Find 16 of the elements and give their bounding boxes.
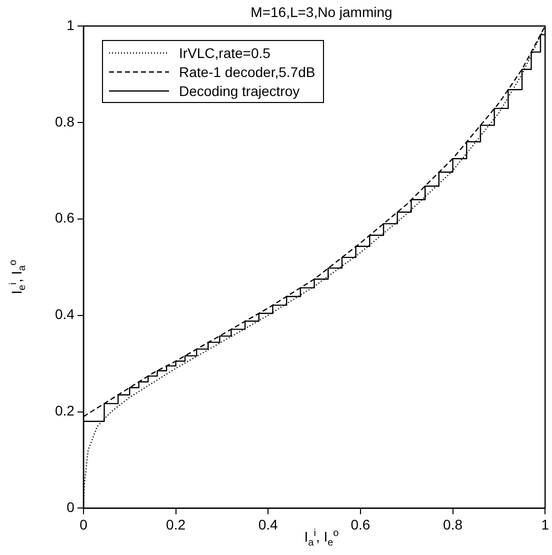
y-tick-label: 1 <box>66 16 75 33</box>
y-tick-label: 0.4 <box>54 306 75 322</box>
x-tick-label: 0.4 <box>258 516 278 532</box>
legend-label: Decoding trajectroy <box>179 82 300 98</box>
x-tick-label: 0 <box>80 516 88 532</box>
chart-title: M=16,L=3,No jamming <box>250 4 394 20</box>
legend-label: Rate-1 decoder,5.7dB <box>179 64 316 80</box>
x-tick-label: 1 <box>541 516 550 532</box>
y-tick-label: 0 <box>66 499 75 516</box>
y-tick-label: 0.8 <box>54 113 75 130</box>
y-tick-label: 0.6 <box>54 210 75 226</box>
y-tick-label: 0.2 <box>54 402 75 419</box>
x-tick-label: 0.8 <box>443 516 463 532</box>
legend-label: IrVLC,rate=0.5 <box>179 44 270 60</box>
x-tick-label: 0.6 <box>350 516 370 532</box>
x-tick-label: 0.2 <box>166 516 186 532</box>
